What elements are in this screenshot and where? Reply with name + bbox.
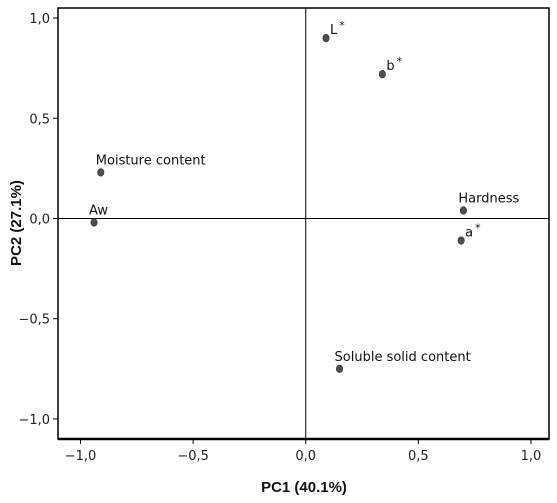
data-point (457, 236, 465, 245)
point-label: Aw (89, 203, 108, 218)
x-tick-label: −0,5 (177, 449, 209, 464)
y-tick-label: −0,5 (18, 313, 50, 328)
plot-frame (57, 7, 550, 440)
data-point (97, 168, 105, 177)
y-tick-label: 0,0 (29, 212, 50, 227)
y-tick-label: 1,0 (29, 12, 50, 27)
point-label: b * (386, 55, 402, 74)
point-label: Soluble solid content (335, 350, 471, 365)
data-point (378, 70, 386, 79)
x-axis-title: PC1 (40.1%) (261, 479, 347, 496)
x-tick-label: −1,0 (65, 449, 97, 464)
data-points: L * b * Moisture content Aw Hardness a * Soluble … (89, 19, 520, 373)
y-tick-label: 0,5 (29, 112, 50, 127)
x-tick-label: 0,0 (295, 449, 316, 464)
point-label: L * (330, 19, 345, 38)
data-point (322, 33, 330, 43)
data-point (459, 206, 467, 215)
y-axis-ticks: 1,0 0,5 0,0 −0,5 −1,0 (18, 12, 58, 428)
data-point (336, 364, 344, 373)
point-label: Moisture content (96, 153, 206, 168)
x-tick-label: 1,0 (521, 449, 542, 464)
x-axis-ticks: −1,0 −0,5 0,0 0,5 1,0 (65, 439, 542, 464)
y-axis-title: PC2 (27.1%) (8, 180, 25, 266)
y-tick-label: −1,0 (18, 413, 50, 428)
x-tick-label: 0,5 (408, 449, 429, 464)
point-label: a * (465, 222, 481, 241)
data-point (90, 218, 98, 227)
point-label: Hardness (458, 191, 519, 206)
